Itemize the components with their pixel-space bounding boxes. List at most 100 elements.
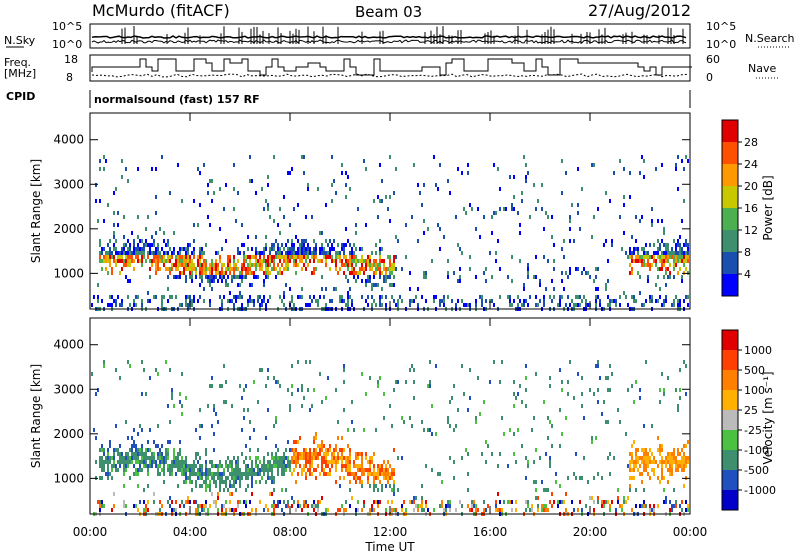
heatmap-cell (409, 303, 411, 307)
heatmap-cell (165, 360, 167, 364)
heatmap-cell (213, 279, 215, 283)
heatmap-cell (585, 504, 587, 508)
heatmap-cell (641, 263, 643, 267)
heatmap-cell (661, 263, 663, 267)
heatmap-cell (271, 492, 273, 496)
heatmap-cell (521, 444, 523, 448)
heatmap-cell (279, 500, 281, 504)
heatmap-cell (101, 464, 103, 468)
heatmap-cell (647, 263, 649, 267)
heatmap-cell (631, 444, 633, 448)
heatmap-cell (301, 472, 303, 476)
heatmap-cell (269, 295, 271, 299)
heatmap-cell (475, 227, 477, 231)
heatmap-cell (647, 275, 649, 279)
heatmap-cell (581, 392, 583, 396)
heatmap-cell (283, 195, 285, 199)
heatmap-cell (325, 203, 327, 207)
heatmap-cell (461, 251, 463, 255)
heatmap-cell (223, 275, 225, 279)
heatmap-cell (133, 464, 135, 468)
heatmap-cell (349, 480, 351, 484)
heatmap-cell (389, 275, 391, 279)
heatmap-cell (211, 279, 213, 283)
heatmap-cell (635, 239, 637, 243)
heatmap-cell (201, 271, 203, 275)
heatmap-cell (357, 456, 359, 460)
heatmap-cell (673, 460, 675, 464)
heatmap-cell (361, 247, 363, 251)
heatmap-cell (645, 468, 647, 472)
heatmap-cell (389, 484, 391, 488)
heatmap-cell (213, 472, 215, 476)
heatmap-cell (503, 500, 505, 504)
heatmap-cell (273, 456, 275, 460)
heatmap-cell (361, 263, 363, 267)
heatmap-cell (175, 464, 177, 468)
heatmap-cell (679, 243, 681, 247)
heatmap-cell (677, 187, 679, 191)
heatmap-cell (229, 472, 231, 476)
heatmap-cell (197, 223, 199, 227)
heatmap-cell (253, 303, 255, 307)
heatmap-cell (393, 283, 395, 287)
heatmap-cell (345, 275, 347, 279)
heatmap-cell (663, 263, 665, 267)
heatmap-cell (535, 303, 537, 307)
heatmap-cell (233, 207, 235, 211)
heatmap-cell (365, 452, 367, 456)
heatmap-cell (155, 267, 157, 271)
heatmap-cell (141, 255, 143, 259)
heatmap-cell (525, 456, 527, 460)
heatmap-cell (619, 504, 621, 508)
heatmap-cell (309, 360, 311, 364)
heatmap-cell (241, 223, 243, 227)
heatmap-cell (257, 299, 259, 303)
heatmap-cell (287, 500, 289, 504)
heatmap-cell (205, 480, 207, 484)
station-title: McMurdo (fitACF) (92, 1, 230, 20)
heatmap-cell (409, 299, 411, 303)
heatmap-cell (255, 255, 257, 259)
heatmap-cell (329, 251, 331, 255)
heatmap-cell (299, 452, 301, 456)
heatmap-cell (453, 384, 455, 388)
heatmap-cell (413, 496, 415, 500)
heatmap-cell (111, 464, 113, 468)
heatmap-cell (643, 460, 645, 464)
heatmap-cell (575, 295, 577, 299)
heatmap-cell (225, 283, 227, 287)
heatmap-cell (659, 400, 661, 404)
heatmap-cell (393, 484, 395, 488)
heatmap-cell (291, 247, 293, 251)
heatmap-cell (351, 247, 353, 251)
heatmap-cell (393, 448, 395, 452)
heatmap-cell (653, 251, 655, 255)
heatmap-cell (137, 295, 139, 299)
heatmap-cell (313, 468, 315, 472)
heatmap-cell (681, 275, 683, 279)
heatmap-cell (291, 496, 293, 500)
heatmap-cell (171, 500, 173, 504)
heatmap-cell (119, 303, 121, 307)
heatmap-cell (251, 468, 253, 472)
heatmap-cell (129, 263, 131, 267)
heatmap-cell (201, 424, 203, 428)
heatmap-cell (247, 476, 249, 480)
heatmap-cell (495, 500, 497, 504)
heatmap-cell (129, 456, 131, 460)
heatmap-cell (93, 295, 95, 299)
heatmap-cell (127, 179, 129, 183)
heatmap-cell (129, 255, 131, 259)
heatmap-cell (417, 508, 419, 512)
heatmap-cell (681, 255, 683, 259)
heatmap-cell (125, 275, 127, 279)
heatmap-cell (147, 215, 149, 219)
heatmap-cell (291, 392, 293, 396)
heatmap-cell (369, 267, 371, 271)
heatmap-cell (513, 299, 515, 303)
heatmap-cell (631, 267, 633, 271)
heatmap-cell (285, 464, 287, 468)
heatmap-cell (99, 199, 101, 203)
